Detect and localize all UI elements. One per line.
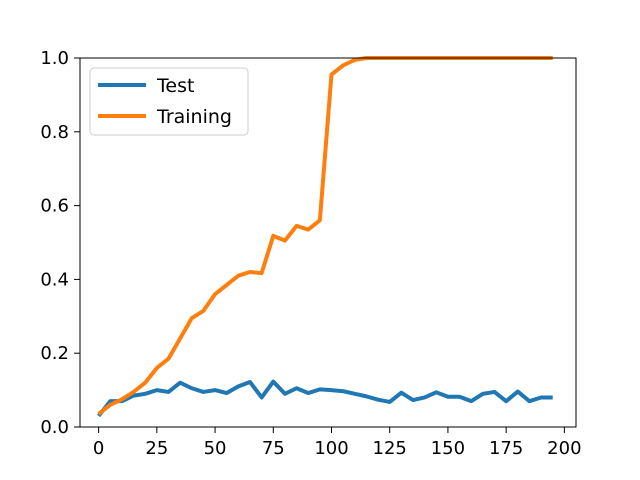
- x-tick-label: 200: [547, 438, 581, 459]
- y-tick-label: 1.0: [40, 48, 69, 69]
- x-tick-label: 150: [431, 438, 465, 459]
- y-axis: 0.0 0.2 0.4 0.6 0.8 1.0: [40, 48, 80, 438]
- x-tick-label: 75: [262, 438, 285, 459]
- y-tick-label: 0.6: [40, 196, 69, 217]
- y-tick-label: 0.2: [40, 343, 69, 364]
- x-tick-label: 50: [204, 438, 227, 459]
- series-line-test: [97, 379, 553, 418]
- x-axis: 0 25 50 75 100 125 150 175 200: [93, 427, 582, 459]
- legend-label-training: Training: [156, 106, 232, 128]
- x-tick-label: 100: [314, 438, 348, 459]
- y-tick-label: 0.4: [40, 269, 69, 290]
- x-tick-label: 0: [93, 438, 104, 459]
- y-tick-label: 0.0: [40, 417, 69, 438]
- y-tick-label: 0.8: [40, 122, 69, 143]
- legend: Test Training: [89, 67, 249, 136]
- x-tick-label: 25: [145, 438, 168, 459]
- plot-frame: [79, 57, 577, 428]
- x-tick-label: 175: [489, 438, 523, 459]
- x-tick-label: 125: [373, 438, 407, 459]
- legend-label-test: Test: [156, 75, 194, 97]
